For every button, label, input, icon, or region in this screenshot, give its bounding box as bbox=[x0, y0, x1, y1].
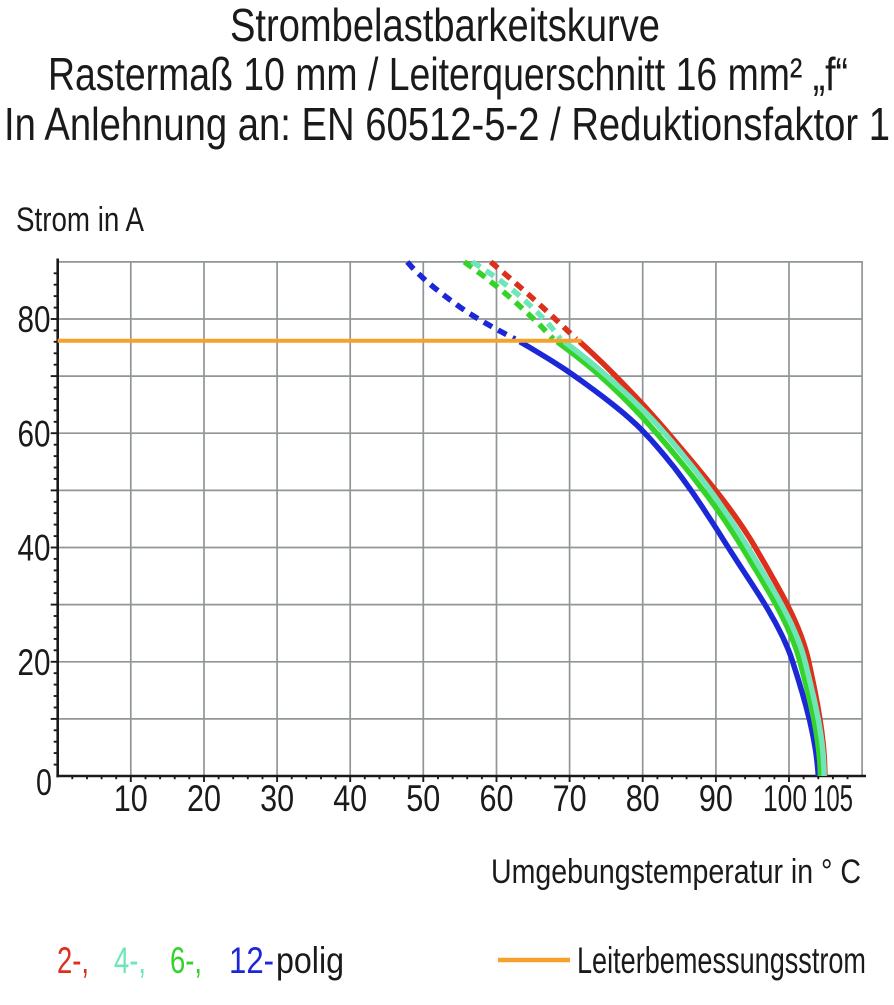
svg-text:100: 100 bbox=[763, 777, 807, 819]
svg-text:Strom in A: Strom in A bbox=[16, 201, 144, 239]
svg-text:60: 60 bbox=[18, 412, 51, 454]
svg-text:Leiterbemessungsstrom: Leiterbemessungsstrom bbox=[577, 939, 866, 981]
svg-text:In Anlehnung an: EN 60512-5-2: In Anlehnung an: EN 60512-5-2 / Reduktio… bbox=[4, 98, 890, 150]
svg-text:0: 0 bbox=[36, 761, 52, 803]
svg-text:70: 70 bbox=[553, 777, 587, 819]
svg-text:105: 105 bbox=[813, 777, 853, 819]
svg-text:polig: polig bbox=[276, 939, 344, 981]
svg-text:10: 10 bbox=[114, 777, 148, 819]
svg-text:20: 20 bbox=[18, 641, 51, 683]
svg-text:40: 40 bbox=[18, 527, 51, 569]
svg-text:Umgebungstemperatur in ° C: Umgebungstemperatur in ° C bbox=[491, 853, 861, 891]
svg-text:Rastermaß 10 mm / Leiterquersc: Rastermaß 10 mm / Leiterquerschnitt 16 m… bbox=[48, 48, 848, 100]
svg-text:20: 20 bbox=[187, 777, 221, 819]
svg-text:4-,: 4-, bbox=[114, 939, 146, 981]
svg-text:2-,: 2-, bbox=[57, 939, 89, 981]
svg-text:60: 60 bbox=[480, 777, 514, 819]
svg-text:90: 90 bbox=[699, 777, 733, 819]
svg-text:30: 30 bbox=[260, 777, 294, 819]
svg-text:50: 50 bbox=[406, 777, 440, 819]
svg-text:12-: 12- bbox=[229, 939, 274, 981]
svg-text:80: 80 bbox=[18, 298, 51, 340]
svg-text:6-,: 6-, bbox=[170, 939, 202, 981]
svg-text:Strombelastbarkeitskurve: Strombelastbarkeitskurve bbox=[230, 0, 660, 51]
svg-text:40: 40 bbox=[333, 777, 367, 819]
svg-text:80: 80 bbox=[626, 777, 660, 819]
